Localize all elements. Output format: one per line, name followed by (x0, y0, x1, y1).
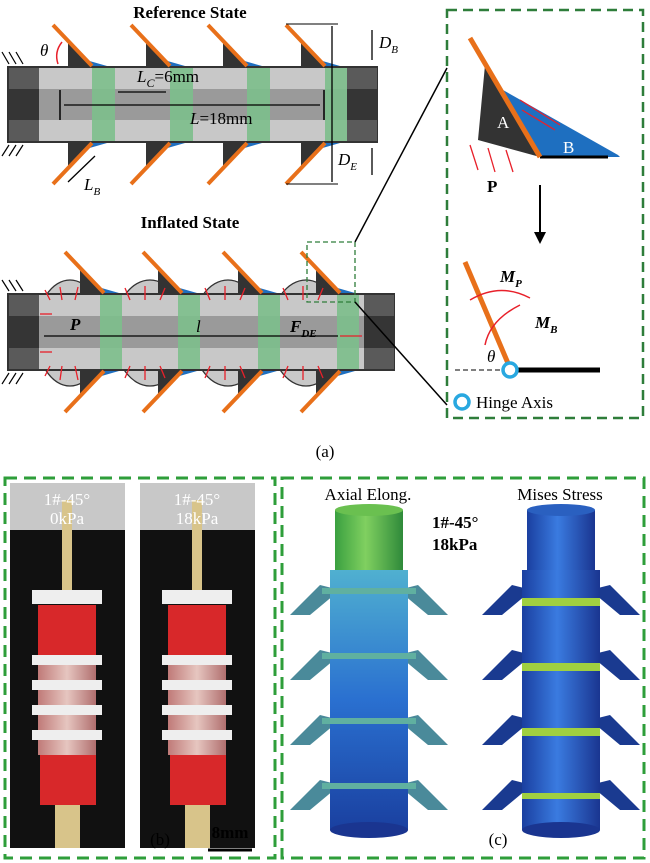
green-rings (92, 68, 347, 141)
photo-left-label2: 0kPa (50, 509, 84, 528)
pressure-arrows (40, 286, 362, 381)
inflated-title: Inflated State (141, 213, 240, 232)
detail-panel: A B P MP MB θ Hinge Axis (445, 8, 645, 420)
db-label: DB (378, 33, 398, 56)
photo-left-label1: 1#-45° (44, 490, 90, 509)
hinge-icon (501, 361, 519, 379)
reference-state: Reference State LC=6mm L=18mm DB DE θ LB (1, 3, 398, 198)
label-theta: θ (487, 347, 495, 366)
label-p: P (487, 177, 497, 196)
zoom-region (306, 241, 356, 303)
reference-title: Reference State (133, 3, 247, 22)
photo (10, 483, 125, 848)
fixed-support-icon (1, 51, 24, 157)
l-label: L=18mm (189, 109, 253, 128)
mises-title: Mises Stress (517, 485, 602, 504)
mises-sim (482, 504, 640, 838)
theta-arc (55, 41, 63, 65)
caption-a: (a) (316, 442, 335, 461)
sim-label2: 18kPa (432, 535, 478, 554)
photo-right-label2: 18kPa (176, 509, 219, 528)
panel-c: Axial Elong. Mises Stress 1#-45° 18kPa (… (280, 476, 646, 860)
scale-label: 8mm (212, 823, 249, 842)
lb-label: LB (83, 175, 100, 198)
label-a: A (497, 113, 510, 132)
label-mp: MP (499, 267, 522, 290)
hinge-legend: Hinge Axis (476, 393, 553, 412)
inflated-state: Inflated State P l FDE (1, 67, 448, 414)
caption-b: (b) (150, 830, 170, 849)
panel-b: 1#-45° 0kPa 1#-45° 18kPa (b) 8mm (3, 476, 277, 860)
de-label: DE (337, 150, 357, 173)
sim-label1: 1#-45° (432, 513, 478, 532)
axial-title: Axial Elong. (325, 485, 412, 504)
label-mb: MB (534, 313, 557, 336)
label-b: B (563, 138, 574, 157)
axial-sim (290, 504, 448, 838)
fins-reference (51, 23, 342, 186)
l-small-label: l (196, 317, 201, 336)
force-label: FDE (289, 317, 317, 340)
lc-label: LC=6mm (136, 67, 199, 90)
theta-label: θ (40, 41, 48, 60)
caption-c: (c) (489, 830, 508, 849)
photo-right-label1: 1#-45° (174, 490, 220, 509)
pressure-label: P (69, 315, 81, 334)
hinge-legend-icon (453, 393, 471, 411)
